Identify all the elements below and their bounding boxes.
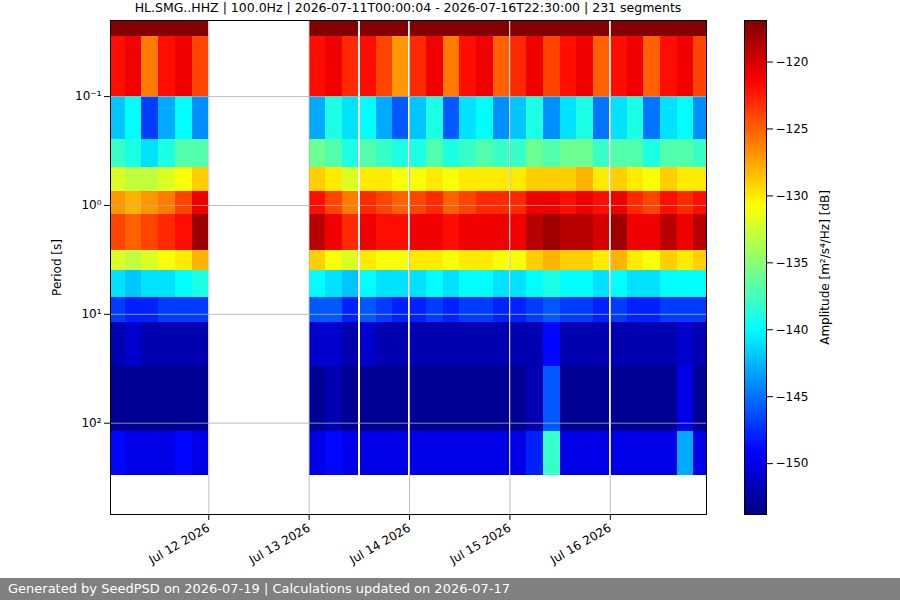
- svg-text:−145: −145: [776, 390, 809, 404]
- svg-text:Period [s]: Period [s]: [50, 239, 64, 296]
- svg-text:−140: −140: [776, 323, 809, 337]
- svg-text:Jul 13 2026: Jul 13 2026: [246, 521, 313, 568]
- svg-text:10²: 10²: [81, 416, 101, 430]
- svg-text:10⁰: 10⁰: [81, 198, 101, 212]
- svg-text:10¹: 10¹: [81, 307, 101, 321]
- html-text:Generated by SeedPSD on 2026-0: Generated by SeedPSD on 2026-07-19 | Cal…: [8, 581, 510, 596]
- svg-text:−125: −125: [776, 122, 809, 136]
- svg-text:−150: −150: [776, 456, 809, 470]
- svg-text:−130: −130: [776, 189, 809, 203]
- svg-text:−135: −135: [776, 256, 809, 270]
- svg-text:Amplitude [m²/s⁴/Hz] [dB]: Amplitude [m²/s⁴/Hz] [dB]: [818, 190, 832, 345]
- svg-text:Jul 16 2026: Jul 16 2026: [547, 521, 614, 568]
- html-text:HL.SMG..HHZ | 100.0Hz | 2026-0: HL.SMG..HHZ | 100.0Hz | 2026-07-11T00:00…: [134, 0, 682, 15]
- svg-text:Jul 12 2026: Jul 12 2026: [146, 521, 213, 568]
- svg-text:−120: −120: [776, 55, 809, 69]
- svg-text:Jul 14 2026: Jul 14 2026: [346, 521, 413, 568]
- svg-text:Jul 15 2026: Jul 15 2026: [447, 521, 514, 568]
- svg-text:10⁻¹: 10⁻¹: [75, 89, 102, 103]
